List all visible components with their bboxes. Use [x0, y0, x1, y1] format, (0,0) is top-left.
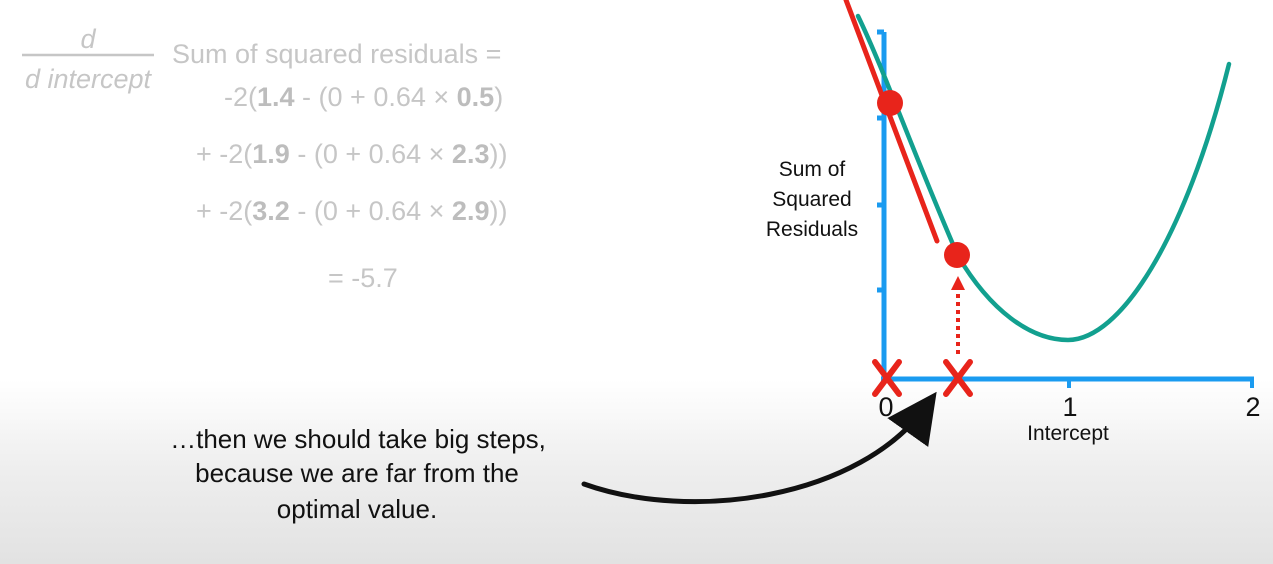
x-marker-next — [943, 359, 973, 397]
equation-lhs: Sum of squared residuals = — [172, 39, 501, 69]
next-point — [944, 242, 970, 268]
x-axis-label: Intercept — [1027, 422, 1109, 445]
equation-result: = -5.7 — [328, 263, 398, 293]
x-tick-label-0: 0 — [878, 392, 893, 422]
derivative-equation: d d intercept Sum of squared residuals =… — [22, 24, 507, 293]
caption-line-3: optimal value. — [277, 494, 437, 524]
equation-term-2: + -2(1.9 - (0 + 0.64 × 2.3)) — [196, 139, 507, 169]
x-tick-label-1: 1 — [1062, 392, 1077, 422]
x-tick-label-2: 2 — [1245, 392, 1260, 422]
equation-term-3: + -2(3.2 - (0 + 0.64 × 2.9)) — [196, 196, 507, 226]
caption-background — [0, 380, 1273, 564]
ssr-curve — [855, 13, 1232, 343]
current-point — [877, 90, 903, 116]
caption: …then we should take big steps, because … — [170, 424, 546, 524]
ssr-plot: 0 1 2 Sum of Squared Residuals Intercept — [766, 0, 1261, 445]
y-axis-label-line-2: Squared — [772, 188, 851, 211]
caption-line-1: …then we should take big steps, — [170, 424, 546, 454]
dotted-step-arrowhead — [951, 276, 965, 290]
x-marker-current — [872, 359, 902, 397]
pointer-arrow — [581, 391, 937, 505]
equation-term-1: -2(1.4 - (0 + 0.64 × 0.5) — [224, 82, 503, 112]
derivative-denominator: d intercept — [25, 64, 153, 94]
tangent-line — [843, 0, 940, 244]
y-axis-label-line-3: Residuals — [766, 218, 858, 241]
y-axis-label-line-1: Sum of — [779, 158, 846, 181]
caption-line-2: because we are far from the — [195, 458, 519, 488]
derivative-numerator: d — [80, 24, 96, 54]
